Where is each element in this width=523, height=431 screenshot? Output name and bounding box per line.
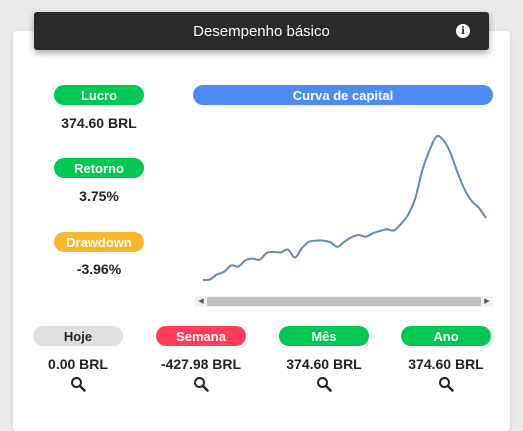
info-icon[interactable]: i <box>456 24 470 38</box>
search-icon[interactable] <box>438 376 454 392</box>
scroll-right-arrow-icon[interactable]: ▶ <box>484 298 490 305</box>
period-badge-today: Hoje <box>33 326 123 346</box>
profit-badge: Lucro <box>54 85 144 105</box>
equity-curve-chart <box>202 134 487 282</box>
scroll-left-arrow-icon[interactable]: ◀ <box>198 298 204 305</box>
drawdown-value: -3.96% <box>76 261 122 277</box>
search-icon[interactable] <box>193 376 209 392</box>
period-value-today: 0.00 BRL <box>48 356 108 372</box>
period-value-month: 374.60 BRL <box>286 356 362 372</box>
period-badge-week: Semana <box>156 326 246 346</box>
return-badge: Retorno <box>54 158 144 178</box>
card-header: Desempenho básico i <box>34 12 489 50</box>
search-icon[interactable] <box>70 376 86 392</box>
return-value: 3.75% <box>79 188 119 204</box>
period-value-week: -427.98 BRL <box>160 356 242 372</box>
period-badge-month: Mês <box>279 326 369 346</box>
period-badge-year: Ano <box>401 326 491 346</box>
chart-scrollbar[interactable]: ◀ ▶ <box>195 296 493 307</box>
profit-value: 374.60 BRL <box>61 115 137 131</box>
equity-curve-line <box>202 134 487 282</box>
scrollbar-thumb[interactable] <box>207 297 481 306</box>
equity-curve-badge: Curva de capital <box>193 85 493 105</box>
search-icon[interactable] <box>316 376 332 392</box>
period-value-year: 374.60 BRL <box>408 356 484 372</box>
drawdown-badge: Drawdown <box>54 232 144 252</box>
header-title: Desempenho básico <box>193 22 330 40</box>
